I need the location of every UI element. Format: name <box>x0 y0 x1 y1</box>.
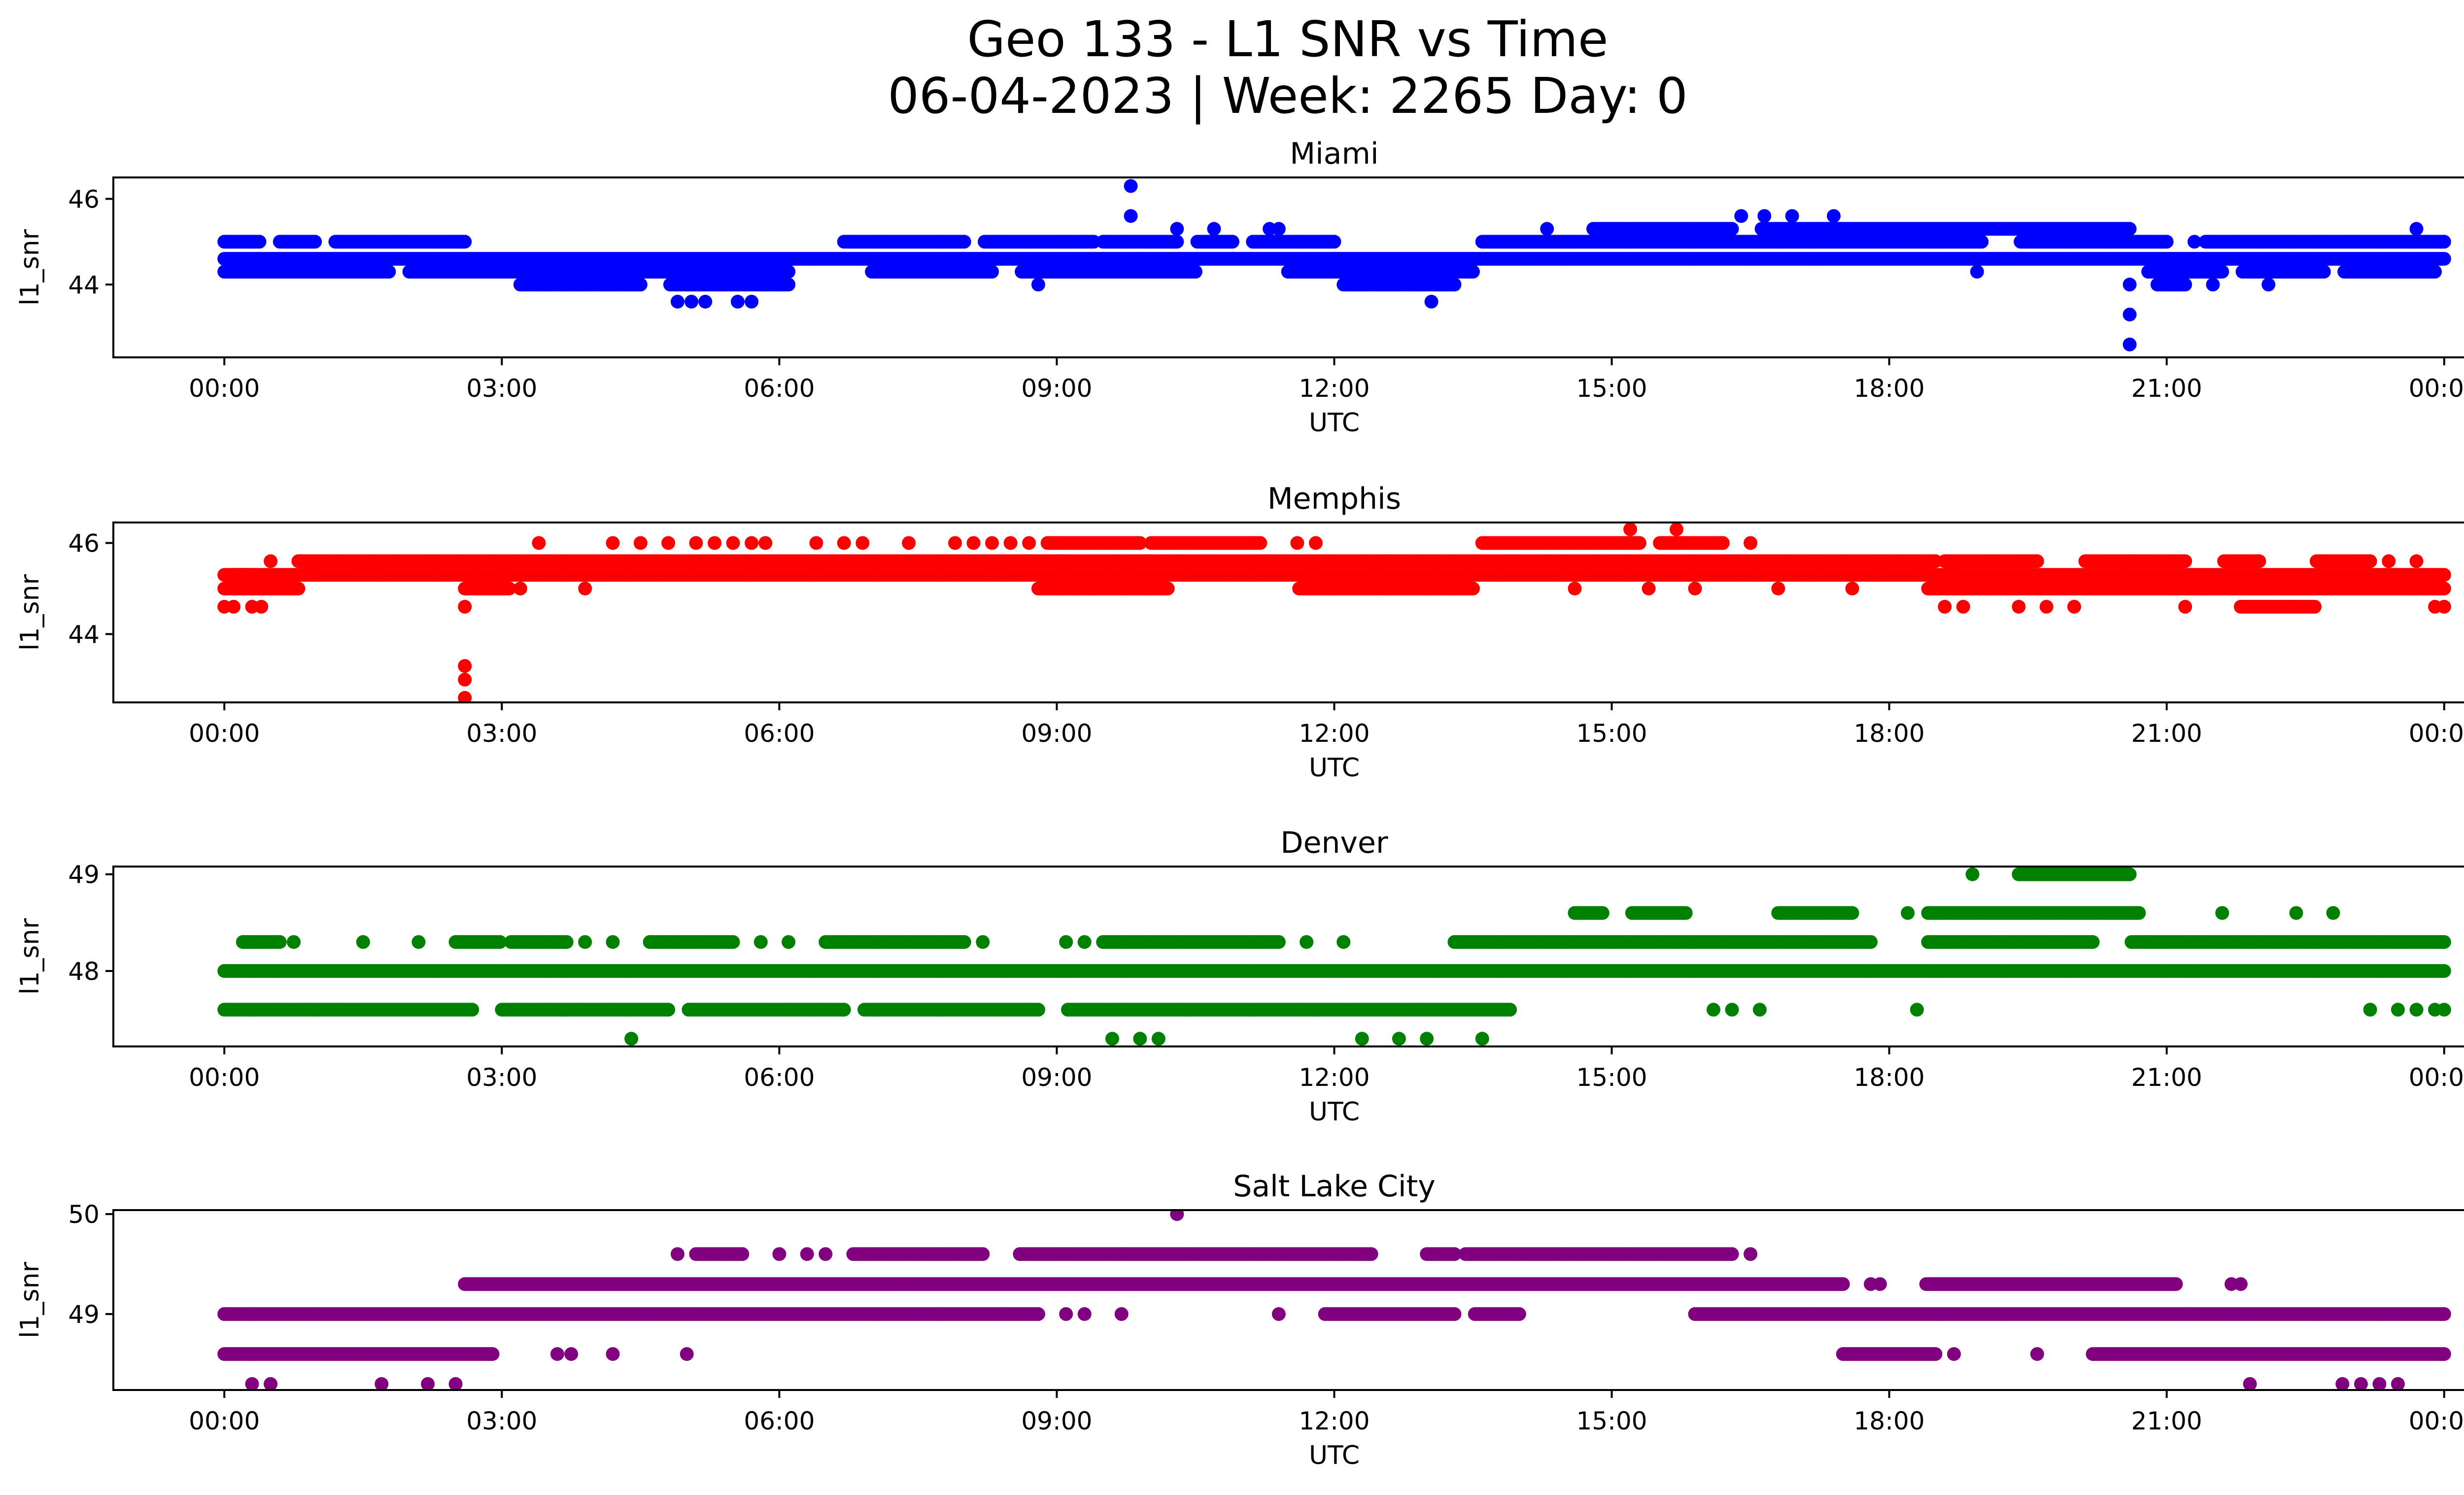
data-point <box>1133 252 1147 266</box>
y-axis-label: l1_snr <box>15 229 45 306</box>
data-point <box>2261 278 2276 292</box>
data-point <box>957 235 971 249</box>
x-tick-label: 18:00 <box>1854 374 1925 403</box>
x-tick-label: 12:00 <box>1299 374 1369 403</box>
data-point <box>1226 235 1239 249</box>
data-point <box>782 278 796 292</box>
data-point <box>1189 265 1202 279</box>
data-point <box>985 265 999 279</box>
x-tick-label: 03:00 <box>466 374 537 403</box>
figure-title-line-2: 06-04-2023 | Week: 2265 Day: 0 <box>888 67 1688 125</box>
data-point <box>1975 235 1989 249</box>
figure-title-line-1: Geo 133 - L1 SNR vs Time <box>967 10 1608 68</box>
data-point <box>2188 235 2201 249</box>
data-point <box>2178 278 2192 292</box>
data-point <box>1207 222 1221 236</box>
data-point <box>2206 278 2220 292</box>
data-point <box>2122 278 2137 292</box>
x-tick-label: 00:00 <box>189 374 260 403</box>
data-point <box>2122 308 2137 322</box>
x-tick-label: 00:00 <box>2409 374 2464 403</box>
series-memphis <box>217 522 2451 702</box>
data-point <box>1540 222 1554 236</box>
data-point <box>2215 265 2229 279</box>
y-tick-label: 46 <box>68 185 100 213</box>
data-point <box>2428 265 2442 279</box>
data-point <box>1124 209 1138 223</box>
y-tick-label: 44 <box>68 271 100 299</box>
data-point <box>2159 235 2174 249</box>
data-point <box>1785 209 1799 223</box>
series-miami <box>217 179 2451 351</box>
x-axis-label: UTC <box>1309 408 1360 438</box>
data-point <box>1725 222 1739 236</box>
figure-title: Geo 133 - L1 SNR vs Time 06-04-2023 | We… <box>0 11 2464 124</box>
data-point <box>1170 235 1184 249</box>
data-point <box>1970 265 1984 279</box>
data-point <box>2122 337 2137 351</box>
data-point <box>458 235 472 249</box>
data-point <box>2437 252 2451 266</box>
data-point <box>2317 265 2331 279</box>
data-point <box>2437 235 2451 249</box>
panel-title-miami: Miami <box>1290 137 1378 171</box>
data-point <box>1170 222 1184 236</box>
x-tick-label: 09:00 <box>1021 374 1092 403</box>
data-point <box>1447 278 1462 292</box>
data-point <box>1271 222 1286 236</box>
x-tick-label: 15:00 <box>1576 374 1647 403</box>
data-point <box>1424 295 1438 309</box>
data-point <box>1327 235 1341 249</box>
x-tick-label: 06:00 <box>744 374 815 403</box>
data-point <box>1124 179 1138 193</box>
data-point <box>684 295 699 309</box>
data-point <box>1466 265 1480 279</box>
data-point <box>745 295 759 309</box>
data-point <box>252 235 267 249</box>
panel-miami: Miami 00:00 03:00 06:00 09:00 12:00 15:00 18:00… <box>15 137 2464 438</box>
panel-title-memphis: Memphis <box>1267 482 1401 516</box>
data-point <box>633 278 648 292</box>
data-point <box>1757 209 1772 223</box>
x-tick-label: 21:00 <box>2131 374 2202 403</box>
data-point <box>2122 222 2137 236</box>
data-point <box>2409 222 2424 236</box>
data-point <box>730 295 745 309</box>
data-point <box>2437 568 2451 582</box>
data-point <box>1734 209 1748 223</box>
data-point <box>308 235 322 249</box>
data-point <box>670 295 684 309</box>
data-point <box>291 582 306 595</box>
data-point <box>1827 209 1841 223</box>
data-point <box>382 265 396 279</box>
data-point <box>698 295 713 309</box>
data-point <box>1031 278 1045 292</box>
data-point <box>782 265 796 279</box>
